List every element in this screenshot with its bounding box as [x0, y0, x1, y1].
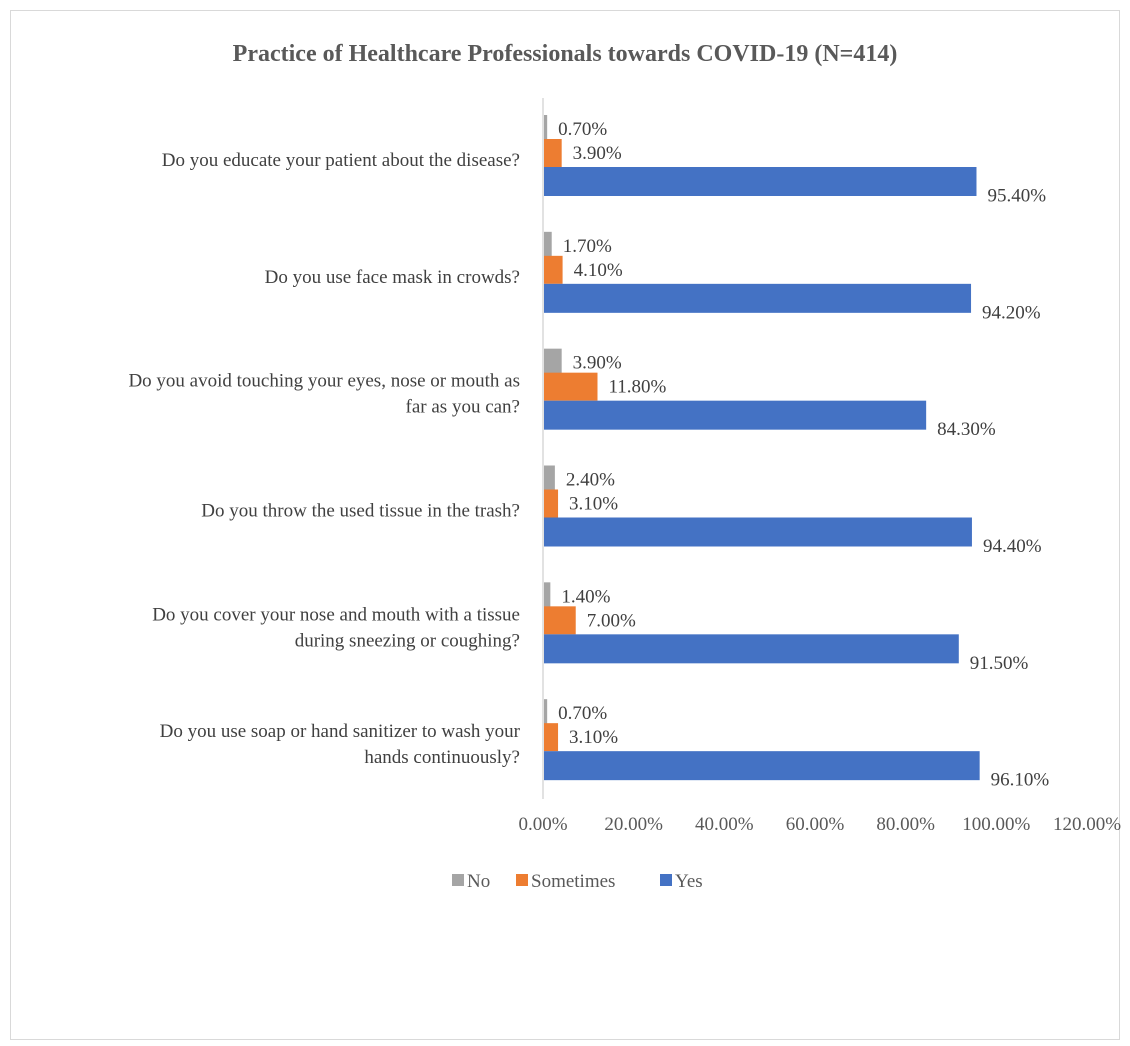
- bar-yes: [544, 634, 959, 664]
- category-label: Do you avoid touching your eyes, nose or…: [128, 371, 520, 418]
- data-label: 94.40%: [983, 536, 1042, 557]
- x-tick-label: 60.00%: [786, 814, 845, 835]
- bar-sometimes: [544, 255, 563, 284]
- data-label: 3.90%: [573, 143, 622, 164]
- data-label: 3.10%: [569, 727, 618, 748]
- data-label: 96.10%: [991, 770, 1050, 791]
- data-label: 0.70%: [558, 119, 607, 140]
- bar-no: [544, 465, 555, 494]
- legend-label-yes: Yes: [675, 871, 703, 892]
- x-tick-label: 80.00%: [876, 814, 935, 835]
- category-label: Do you use face mask in crowds?: [265, 267, 520, 288]
- bar-sometimes: [544, 723, 559, 752]
- legend-label-no: No: [467, 871, 490, 892]
- x-tick-label: 40.00%: [695, 814, 754, 835]
- legend-label-sometimes: Sometimes: [531, 871, 615, 892]
- bar-yes: [544, 283, 972, 313]
- plot-area: Do you educate your patient about the di…: [128, 98, 1121, 835]
- data-label: 84.30%: [937, 419, 996, 440]
- bar-no: [544, 348, 562, 377]
- bar-no: [544, 231, 552, 260]
- data-label: 3.90%: [573, 353, 622, 374]
- data-label: 2.40%: [566, 470, 615, 491]
- bar-sometimes: [544, 489, 559, 518]
- x-tick-label: 0.00%: [518, 814, 567, 835]
- data-label: 3.10%: [569, 494, 618, 515]
- bar-yes: [544, 400, 927, 430]
- data-label: 1.70%: [563, 236, 612, 257]
- bar-sometimes: [544, 139, 562, 167]
- bar-yes: [544, 751, 980, 781]
- bar-no: [544, 115, 548, 143]
- category-label: Do you educate your patient about the di…: [162, 150, 520, 171]
- data-label: 4.10%: [574, 260, 623, 281]
- data-label: 91.50%: [970, 653, 1029, 674]
- chart-title: Practice of Healthcare Professionals tow…: [233, 41, 898, 67]
- bar-sometimes: [544, 372, 598, 401]
- data-label: 94.20%: [982, 302, 1041, 323]
- x-tick-label: 120.00%: [1053, 814, 1121, 835]
- legend: No Sometimes Yes: [452, 871, 703, 892]
- x-tick-label: 20.00%: [604, 814, 663, 835]
- data-label: 95.40%: [987, 186, 1046, 207]
- data-label: 7.00%: [587, 610, 636, 631]
- bar-sometimes: [544, 606, 576, 635]
- category-label: Do you cover your nose and mouth with a …: [152, 604, 520, 651]
- legend-swatch-yes: [660, 874, 672, 886]
- bar-yes: [544, 517, 972, 547]
- legend-swatch-no: [452, 874, 464, 886]
- legend-swatch-sometimes: [516, 874, 528, 886]
- bar-yes: [544, 167, 977, 196]
- data-label: 11.80%: [608, 377, 666, 398]
- x-tick-label: 100.00%: [962, 814, 1030, 835]
- bar-no: [544, 582, 551, 611]
- category-label: Do you throw the used tissue in the tras…: [201, 501, 520, 522]
- bar-no: [544, 699, 548, 728]
- data-label: 0.70%: [558, 703, 607, 724]
- category-label: Do you use soap or hand sanitizer to was…: [160, 721, 521, 768]
- data-label: 1.40%: [561, 586, 610, 607]
